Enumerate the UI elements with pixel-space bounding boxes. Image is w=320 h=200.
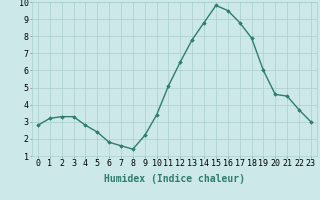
X-axis label: Humidex (Indice chaleur): Humidex (Indice chaleur) <box>104 174 245 184</box>
